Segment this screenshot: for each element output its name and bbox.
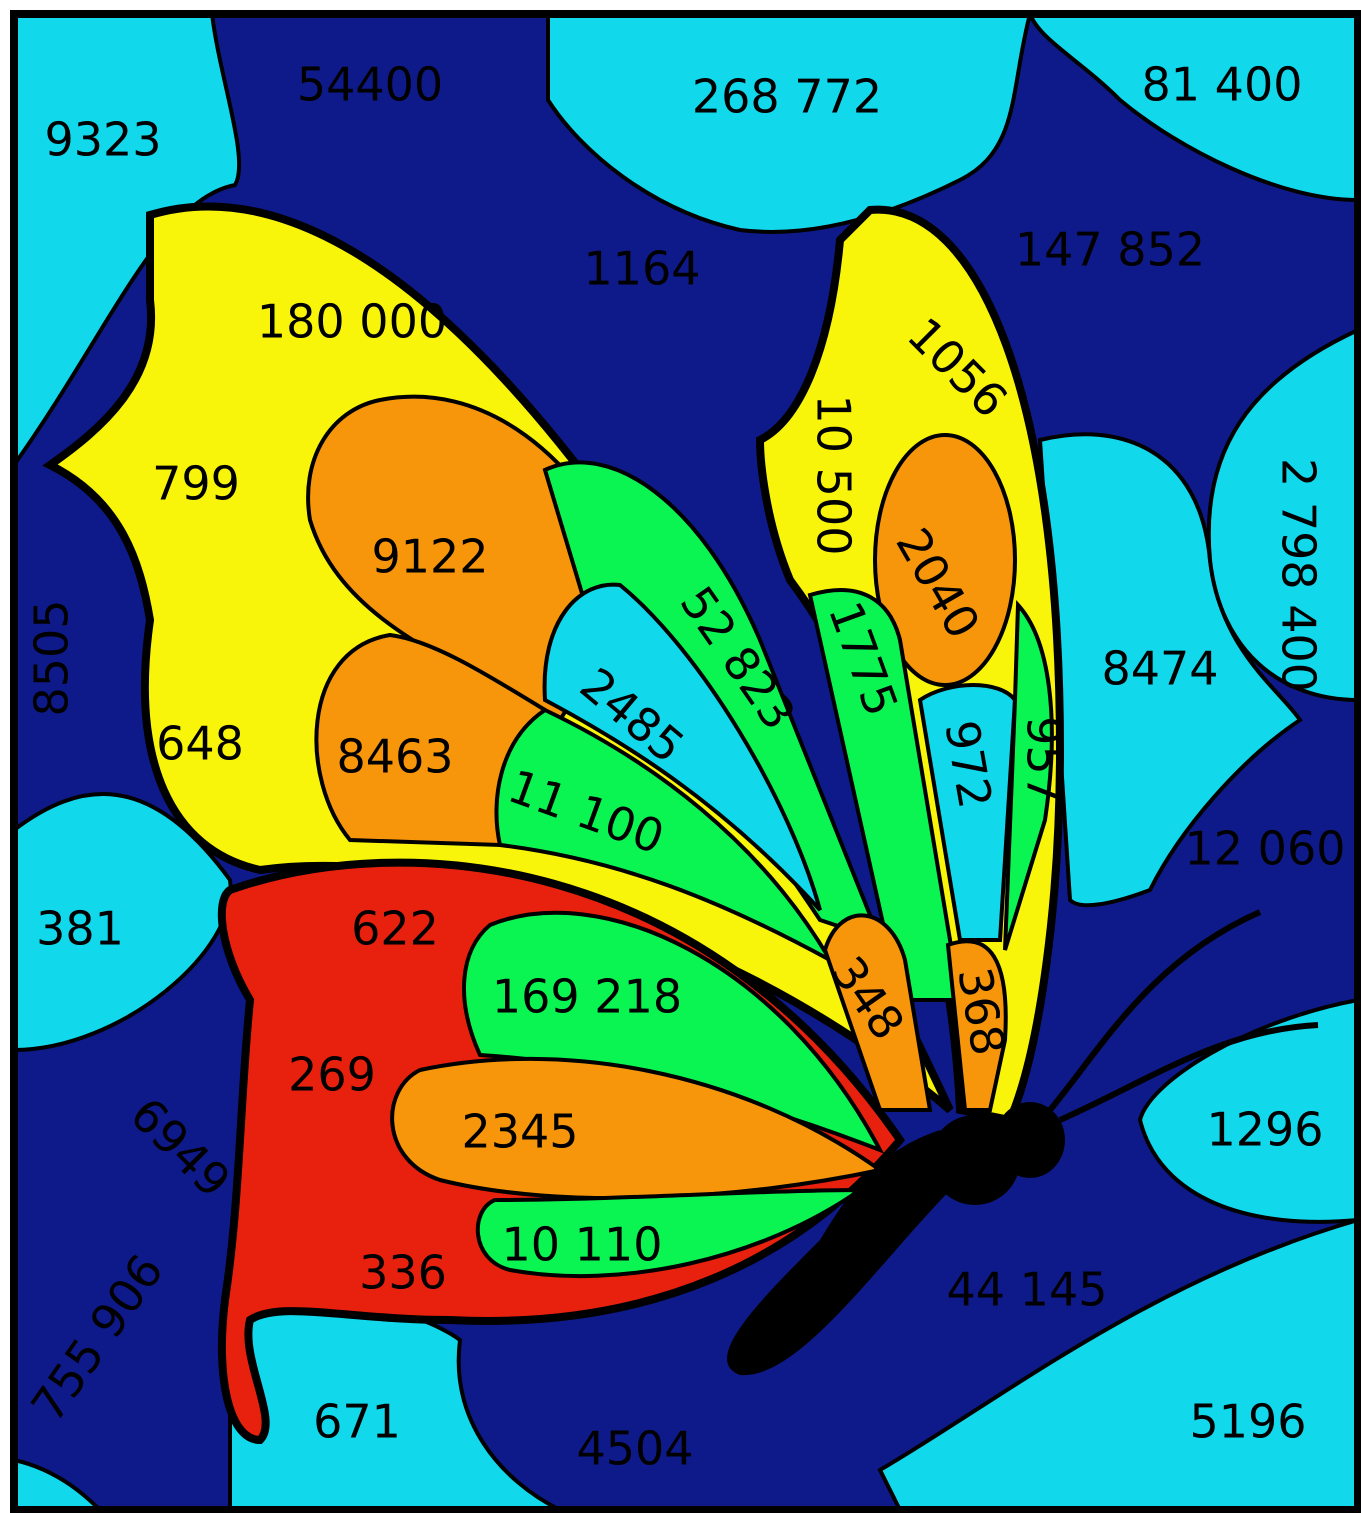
region: [1137, 997, 1360, 1224]
region: [1003, 600, 1054, 951]
antenna: [1058, 1022, 1319, 1123]
region-label: 1164: [583, 242, 700, 296]
region: [12, 792, 233, 1053]
region-label: 2345: [461, 1105, 578, 1159]
region-label: 269: [288, 1048, 376, 1102]
region: [1206, 326, 1360, 703]
region-label: 799: [152, 457, 240, 511]
region-label: 5196: [1189, 1395, 1306, 1449]
region-label: 1296: [1206, 1103, 1323, 1157]
region-label: 180 000: [257, 295, 447, 349]
region-label: 10 110: [502, 1218, 663, 1272]
region: [546, 12, 1033, 234]
region-label: 8474: [1101, 642, 1218, 696]
region-label: 648: [156, 717, 244, 771]
region: [822, 913, 933, 1112]
region-label: 671: [313, 1395, 401, 1449]
antenna: [1047, 909, 1262, 1112]
abdomen: [727, 1130, 960, 1376]
region-label: 268 772: [692, 70, 882, 124]
region: [494, 707, 836, 966]
region-label: 8463: [336, 730, 453, 784]
region: [12, 12, 242, 472]
region: [1037, 432, 1303, 908]
region: [873, 433, 1017, 687]
background-regions: [12, 12, 1360, 1512]
region-label: 54400: [297, 58, 443, 112]
region-label: 9323: [44, 113, 161, 167]
region-label: 381: [36, 902, 124, 956]
region-label: 12 060: [1185, 822, 1346, 876]
region: [945, 939, 1008, 1112]
region-label: 44 145: [947, 1263, 1108, 1317]
region-label: 4504: [576, 1422, 693, 1476]
region: [542, 582, 822, 912]
region-label: 81 400: [1142, 58, 1303, 112]
region-label: 9122: [371, 530, 488, 584]
region-label: 336: [359, 1246, 447, 1300]
region: [877, 1217, 1360, 1512]
region-label: 169 218: [492, 970, 682, 1024]
region: [475, 1187, 867, 1279]
butterfly: [42, 202, 1319, 1445]
region-label: 147 852: [1015, 223, 1205, 277]
region-label: 622: [351, 902, 439, 956]
region: [807, 588, 963, 1002]
frame: [10, 10, 1361, 1513]
labels: 9323 54400 268 772 81 400 1164 147 852 1…: [20, 58, 1345, 1476]
region: [1027, 12, 1360, 203]
region-label: 957: [1017, 716, 1071, 804]
region-label: 2 798 400: [1272, 458, 1326, 692]
region-label: 8505: [25, 599, 79, 716]
region-label: 10 500: [807, 395, 861, 556]
